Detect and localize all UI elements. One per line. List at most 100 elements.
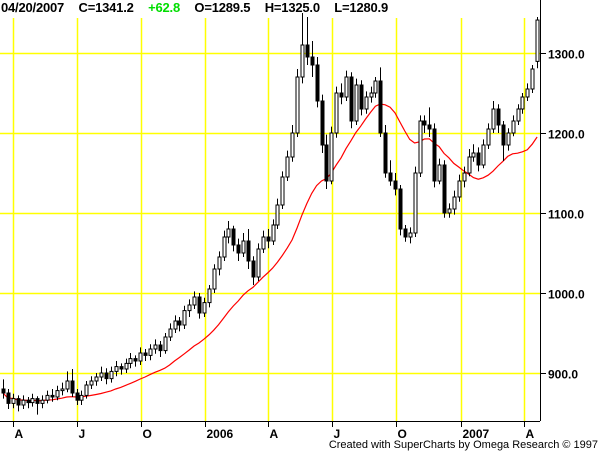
candle-body <box>16 398 21 406</box>
candle <box>471 144 476 162</box>
candle-body <box>251 260 256 278</box>
candle-body <box>1 388 6 394</box>
candle-body <box>344 76 349 98</box>
candle <box>16 395 21 412</box>
candle-body <box>99 372 104 378</box>
candle-body <box>388 172 393 182</box>
candle-body <box>124 362 129 370</box>
candle <box>496 104 501 133</box>
candle <box>231 225 236 252</box>
candle-body <box>511 120 516 134</box>
candle <box>207 285 212 308</box>
candle-body <box>94 376 99 382</box>
candle <box>114 361 119 377</box>
candle <box>383 125 388 178</box>
candle <box>305 17 310 65</box>
candle <box>393 173 398 196</box>
candle <box>128 353 133 369</box>
candle <box>535 17 540 69</box>
candle-body <box>329 132 334 182</box>
candle-body <box>173 320 178 330</box>
candle-body <box>55 390 60 398</box>
candle <box>60 382 65 396</box>
candle-body <box>222 236 227 258</box>
candle-body <box>212 268 217 290</box>
candle-body <box>295 76 300 134</box>
candle <box>506 128 511 151</box>
candle <box>501 121 506 161</box>
candle <box>290 125 295 162</box>
candle <box>398 185 403 236</box>
candle-body <box>182 310 187 326</box>
candle <box>329 126 334 185</box>
candle-body <box>535 19 540 62</box>
candle <box>104 368 109 385</box>
candle-body <box>516 108 521 122</box>
y-tick-label: 1100.0 <box>548 208 584 222</box>
candle-body <box>378 80 383 134</box>
candle-body <box>226 228 231 238</box>
x-tick-label: A <box>526 427 535 441</box>
candle <box>467 149 472 177</box>
candle-body <box>364 96 369 110</box>
candle-body <box>26 399 31 404</box>
candle <box>315 57 320 108</box>
candle <box>70 369 75 397</box>
candle <box>359 80 364 116</box>
candle <box>324 134 329 189</box>
candle <box>256 243 261 281</box>
x-tick-label: A <box>15 427 24 441</box>
candle <box>334 86 339 138</box>
candle-body <box>177 320 182 326</box>
candle <box>344 70 349 101</box>
candle-body <box>246 240 251 262</box>
candle-body <box>217 256 222 270</box>
candle-body <box>383 132 388 174</box>
candle <box>378 67 383 137</box>
candle-body <box>275 204 280 226</box>
candle-body <box>427 124 432 130</box>
candle-body <box>148 348 153 356</box>
candle-body <box>476 152 481 166</box>
candle-body <box>192 296 197 306</box>
candle-body <box>261 236 266 250</box>
moving-average-line <box>2 103 538 402</box>
candle-body <box>408 232 413 238</box>
candle <box>437 158 442 185</box>
candle-body <box>457 180 462 198</box>
candle <box>99 366 104 381</box>
candle <box>163 333 168 354</box>
candle-body <box>202 302 207 314</box>
candle <box>447 203 452 218</box>
candle-body <box>207 288 212 304</box>
candle-body <box>109 370 114 380</box>
candle <box>369 86 374 103</box>
candle <box>133 355 138 367</box>
candle-body <box>11 398 16 404</box>
candle <box>275 198 280 229</box>
candle <box>310 41 315 77</box>
axes: 900.0 1000.0 1100.0 1200.0 1300.0 A J O 2006 A J O 2… <box>0 0 585 441</box>
candles-layer <box>1 13 540 415</box>
candle <box>486 123 491 149</box>
candle-body <box>119 366 124 370</box>
candle-body <box>354 84 359 122</box>
x-tick-label: O <box>398 427 407 441</box>
candle <box>40 395 45 409</box>
x-tick-label: 2006 <box>207 427 234 441</box>
quote-change: +62.8 <box>148 0 180 15</box>
candle-body <box>60 388 65 392</box>
x-tick-label: J <box>334 427 341 441</box>
y-tick-label: 1200.0 <box>548 128 585 142</box>
candle <box>6 389 11 409</box>
candle-body <box>158 344 163 352</box>
candle <box>427 107 432 137</box>
candle <box>202 297 207 317</box>
candle <box>21 395 26 409</box>
candle-body <box>30 398 35 404</box>
candle-body <box>187 304 192 312</box>
candle-body <box>75 392 80 401</box>
candle <box>403 225 408 242</box>
x-tick-label: J <box>79 427 86 441</box>
candle-body <box>324 144 329 182</box>
